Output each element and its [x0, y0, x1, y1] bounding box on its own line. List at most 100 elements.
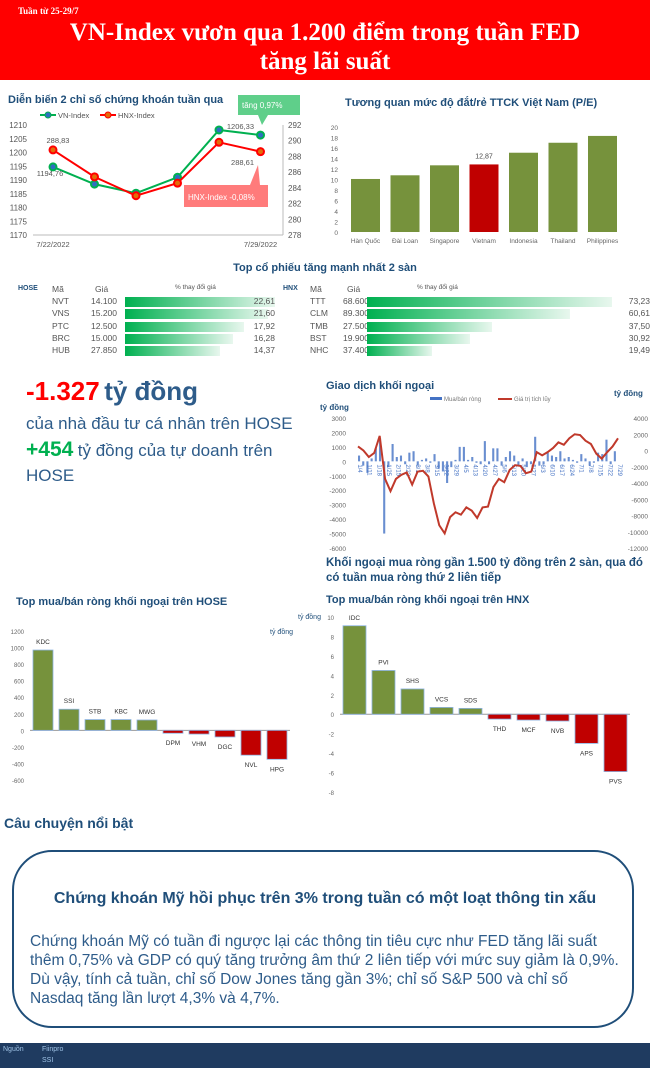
cumulative-line — [357, 433, 619, 536]
data-label: 288,61 — [231, 158, 254, 167]
change-bar — [367, 321, 493, 332]
y-right-tick: 290 — [288, 137, 302, 146]
y-tick: -600 — [12, 779, 25, 785]
y-tick: 16 — [331, 146, 339, 153]
ticker: NVT — [52, 296, 69, 306]
data-point — [214, 125, 224, 135]
y-tick: 8 — [334, 188, 338, 195]
bar-label: MWG — [139, 709, 156, 716]
data-point — [48, 162, 58, 172]
net-bar — [387, 461, 390, 468]
bar-Philippines — [588, 135, 617, 232]
y-left-tick: 1205 — [9, 135, 27, 144]
col-header-price: Giá — [347, 284, 361, 294]
y-tick: 0 — [331, 713, 335, 719]
story-box — [12, 850, 634, 1028]
y-right-tick: 280 — [288, 215, 302, 224]
y-left-tick: 1195 — [10, 162, 28, 171]
net-bar — [492, 448, 495, 462]
net-bar — [567, 457, 570, 462]
price: 12.500 — [91, 320, 117, 331]
net-bar — [416, 461, 419, 466]
bar-HPG — [266, 729, 288, 760]
y-left-tick: 1190 — [10, 176, 28, 185]
y-tick: 0 — [334, 230, 338, 237]
bar-label: NVL — [245, 762, 258, 769]
hose-foreign-chart: 1200 1000 800 600 400 200 0 -200 -400 -600 tỷ đồng… — [11, 627, 293, 785]
net-bar — [437, 461, 440, 469]
net-bar — [508, 451, 512, 462]
y-right-tick: 2000 — [634, 432, 649, 439]
change-value: 17,92 — [253, 320, 275, 331]
bar-label: KBC — [114, 709, 128, 716]
data-point — [90, 172, 99, 182]
y-left-tick: 1175 — [10, 217, 28, 226]
net-bar — [559, 451, 562, 462]
y-left-tick: 3000 — [332, 416, 347, 423]
net-bar — [521, 458, 524, 462]
x-tick: 6/10 — [549, 464, 555, 476]
x-tick: 1/25 — [385, 464, 391, 476]
net-bar — [395, 457, 398, 462]
y-right-tick: 292 — [288, 121, 302, 130]
net-bar — [513, 455, 516, 462]
net-bar — [504, 457, 507, 462]
net-bar — [408, 452, 411, 462]
x-tick: 1/18 — [375, 464, 381, 476]
y-tick: 6 — [331, 655, 335, 661]
y-right-tick: -8000 — [631, 514, 648, 521]
data-point — [256, 130, 265, 140]
x-tick: Thailand — [551, 238, 576, 245]
net-bar — [613, 451, 616, 462]
x-tick: 6/24 — [568, 464, 574, 476]
bar-label: SSI — [64, 698, 75, 705]
y-tick: 14 — [331, 157, 339, 164]
price: 68.600 — [343, 296, 369, 306]
change-value: 73,23 — [628, 296, 650, 306]
net-bar — [412, 451, 415, 462]
net-bar — [588, 461, 591, 466]
bar-Đài Loan — [390, 175, 420, 232]
data-label: 1194,76 — [37, 169, 64, 178]
price: 27.500 — [343, 320, 369, 331]
x-tick: Đài Loan — [392, 238, 418, 245]
change-bar — [125, 346, 221, 357]
y-left-tick: 1210 — [9, 121, 27, 130]
bar-label: VHM — [192, 741, 206, 748]
ticker: HUB — [52, 345, 70, 356]
net-bar — [546, 452, 549, 462]
x-tick: 7/8 — [587, 464, 593, 473]
y-tick: 12 — [331, 167, 339, 174]
change-bar — [125, 333, 233, 344]
net-bar — [450, 461, 453, 468]
col-header-change: % thay đổi giá — [417, 284, 458, 291]
y-tick: 18 — [331, 136, 339, 143]
bar-label: APS — [580, 750, 594, 757]
unit-right: tỷ đồng — [614, 390, 643, 398]
net-bar — [500, 461, 503, 466]
net-bar — [584, 458, 587, 462]
net-bar — [517, 461, 520, 466]
change-bar — [367, 333, 471, 344]
foreign-chart-title: Giao dịch khối ngoại — [326, 380, 435, 392]
y-right-tick: 284 — [288, 184, 302, 193]
individual-investor-stat: -1.327 tỷ đồng — [26, 376, 198, 407]
net-bar — [550, 455, 553, 462]
x-tick: 1/4 — [356, 464, 362, 473]
x-tick: 7/29/2022 — [244, 240, 277, 249]
legend-label: Mua/bán ròng — [444, 397, 481, 403]
net-bar — [420, 459, 423, 462]
y-left-tick: -4000 — [329, 517, 346, 524]
net-bar — [362, 461, 365, 466]
ticker: TTT — [310, 296, 326, 306]
footer: Nguồn Fiinpro SSI — [0, 1043, 650, 1068]
net-bar — [592, 461, 595, 463]
foreign-caption: Khối ngoại mua ròng gần 1.500 tỷ đồng tr… — [326, 557, 643, 584]
net-bar — [458, 446, 461, 462]
net-bar — [529, 461, 533, 465]
bar-label: VCS — [435, 696, 449, 703]
y-tick: 4 — [331, 674, 335, 680]
net-bar — [471, 457, 474, 462]
bar-label: NVB — [551, 728, 564, 735]
hose-gainers-table: HOSE Mã Giá % thay đổi giá NVT 14.100 22,61 VNS… — [0, 280, 275, 360]
